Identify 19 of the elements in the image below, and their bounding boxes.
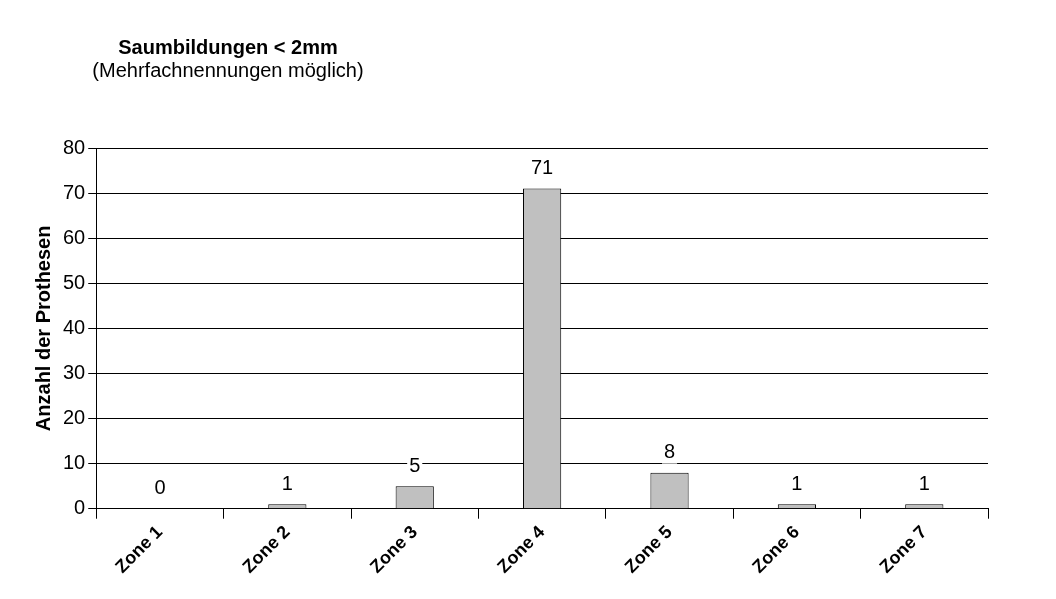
y-tick-label: 30 [63,360,86,383]
y-tick-label: 0 [74,496,86,519]
chart-subtitle: (Mehrfachnennungen möglich) [91,59,365,82]
data-label: 1 [918,471,930,494]
y-tick-label: 70 [63,180,86,203]
y-tick-label: 80 [63,135,86,158]
y-tick-label: 10 [63,451,86,474]
y-tick-label: 40 [63,315,86,338]
data-label: 1 [791,471,803,494]
data-label: 5 [409,453,421,476]
y-tick-label: 50 [63,270,86,293]
chart-title: Saumbildungen < 2mm [117,36,339,59]
data-label: 71 [531,156,554,179]
data-label: 8 [663,440,676,463]
y-tick-label: 20 [63,406,86,429]
data-label: 1 [281,471,293,494]
y-tick-label: 60 [63,225,86,248]
y-axis-title: Anzahl der Prothesen [31,225,54,432]
data-label: 0 [154,476,166,499]
